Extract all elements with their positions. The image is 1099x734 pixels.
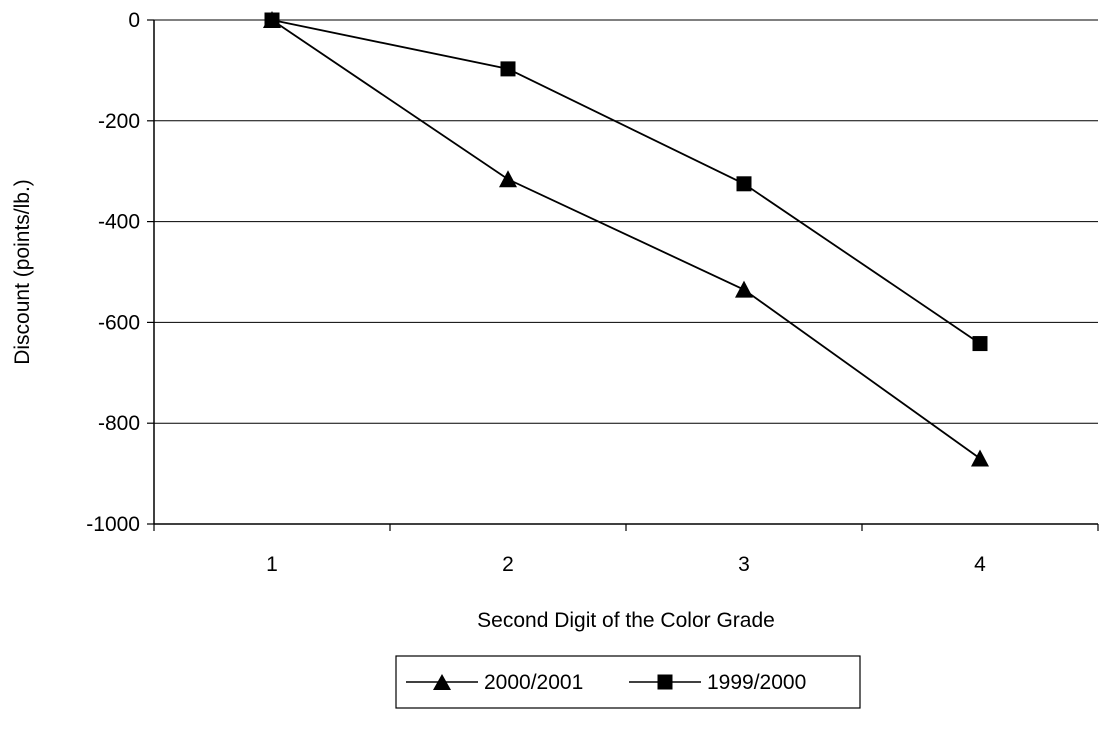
x-tick-labels: 1 2 3 4 xyxy=(266,553,986,576)
data-point-triangle xyxy=(499,170,517,188)
data-point-square xyxy=(736,176,752,192)
x-tick-label: 2 xyxy=(502,553,514,576)
data-point-square xyxy=(500,61,516,77)
y-tick-label: 0 xyxy=(128,9,140,32)
x-tick-label: 3 xyxy=(738,553,750,576)
legend-marker-square xyxy=(657,674,673,690)
series-2000-2001 xyxy=(263,11,989,467)
y-axis-label: Discount (points/lb.) xyxy=(11,179,34,365)
legend-label-1999-2000: 1999/2000 xyxy=(707,671,806,694)
y-tick-label: -200 xyxy=(98,110,140,133)
data-point-triangle xyxy=(971,449,989,467)
data-point-square xyxy=(972,336,988,352)
y-tick-label: -1000 xyxy=(86,513,140,536)
series-group xyxy=(263,11,989,467)
x-axis-label: Second Digit of the Color Grade xyxy=(477,609,775,632)
y-tick-label: -800 xyxy=(98,412,140,435)
y-tick-label: -400 xyxy=(98,211,140,234)
data-point-square xyxy=(264,12,280,28)
series-1999-2000 xyxy=(264,12,988,352)
legend-label-2000-2001: 2000/2001 xyxy=(484,671,583,694)
series-line xyxy=(271,19,981,345)
legend-marker-triangle xyxy=(433,674,451,690)
x-tick-label: 4 xyxy=(974,553,986,576)
gridlines xyxy=(154,19,1098,424)
axes xyxy=(147,19,1099,531)
data-point-triangle xyxy=(735,280,753,298)
legend: 2000/2001 1999/2000 xyxy=(395,655,861,709)
series-line xyxy=(271,19,981,460)
y-tick-label: -600 xyxy=(98,311,140,334)
y-tick-labels: 0 -200 -400 -600 -800 -1000 xyxy=(86,9,140,536)
x-tick-label: 1 xyxy=(266,553,278,576)
